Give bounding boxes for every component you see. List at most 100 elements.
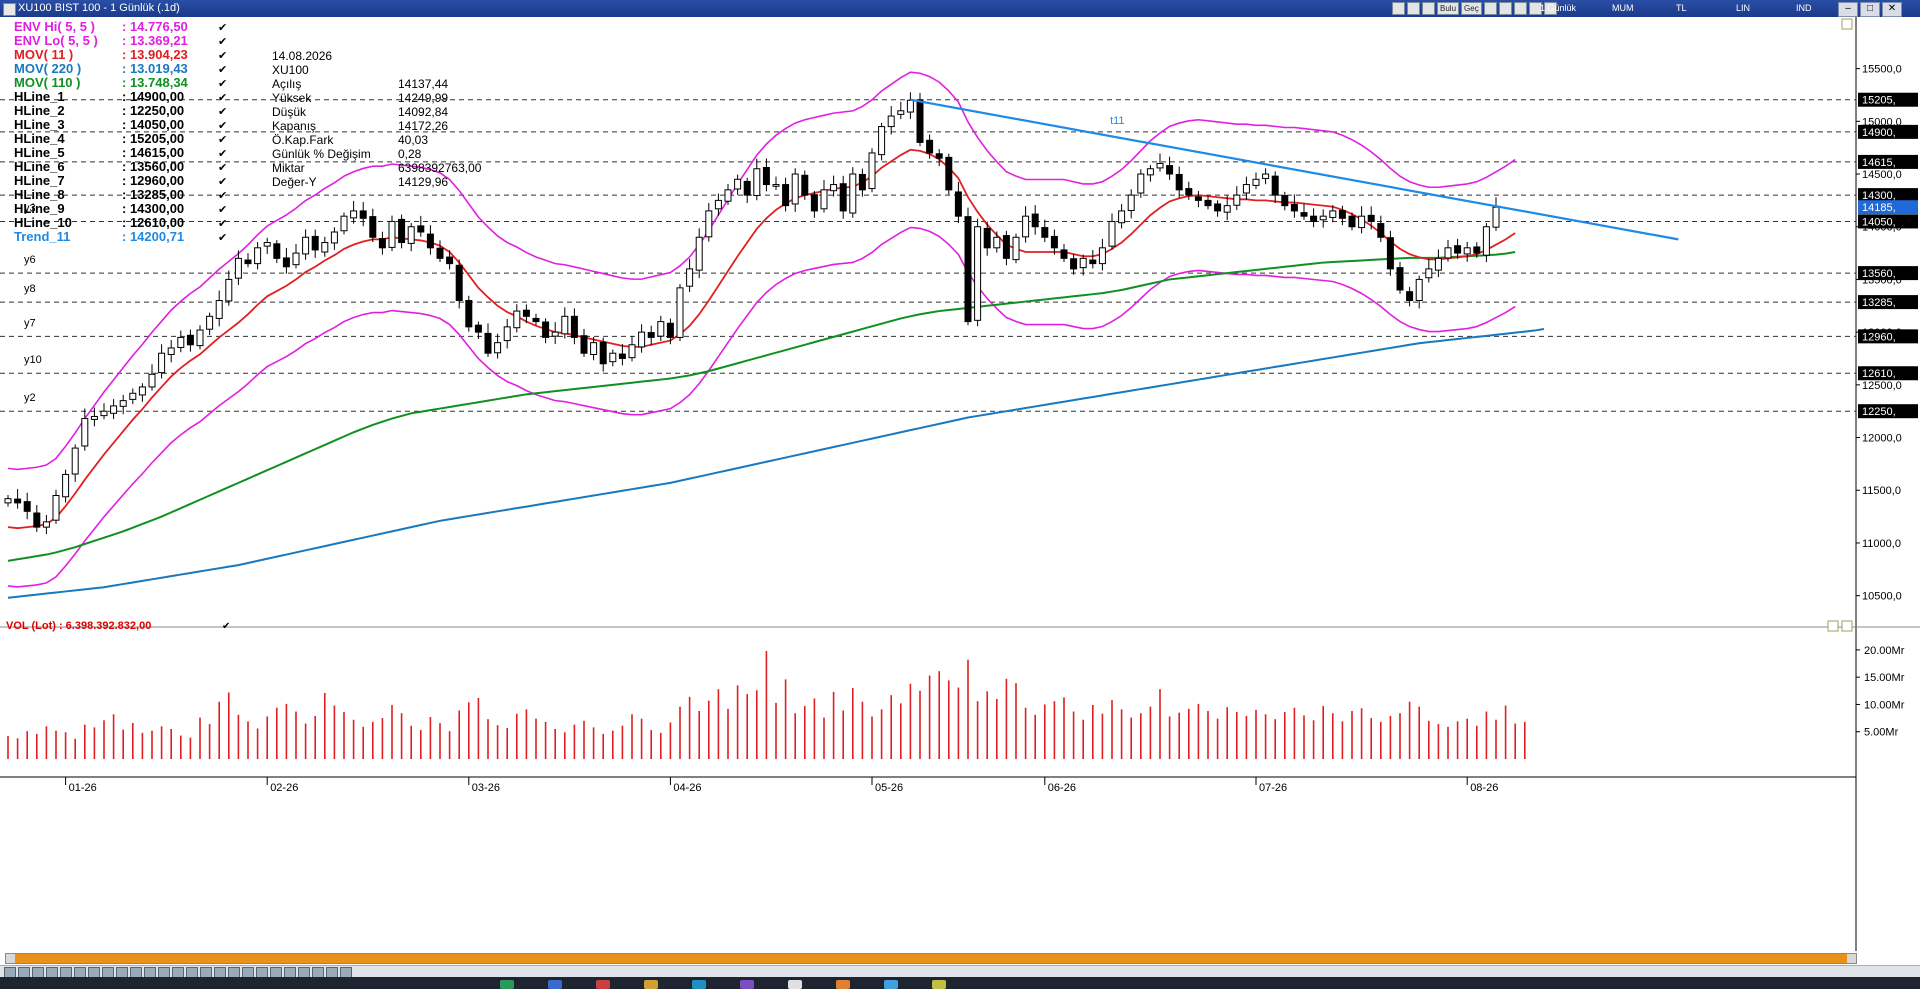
toolbar-icon[interactable] xyxy=(1483,2,1497,15)
horizontal-scrollbar[interactable] xyxy=(5,953,1857,964)
candle-body xyxy=(1233,194,1241,206)
legend-check-icon: ✔ xyxy=(218,190,227,202)
candle-body xyxy=(1098,247,1106,265)
candle-body xyxy=(1473,246,1481,254)
candle-body xyxy=(167,347,175,355)
legend-name: HLine_9 xyxy=(14,201,65,216)
taskbar-app-icon[interactable] xyxy=(692,980,706,989)
candle-body xyxy=(407,226,415,244)
mode-indicator[interactable]: IND xyxy=(1796,3,1812,13)
candle-body xyxy=(1012,236,1020,261)
taskbar-app-icon[interactable] xyxy=(740,980,754,989)
x-tick-label: 07-26 xyxy=(1259,782,1287,794)
mode-currency[interactable]: TL xyxy=(1676,3,1687,13)
candle-body xyxy=(23,501,31,512)
taskbar-app-icon[interactable] xyxy=(500,980,514,989)
info-value: 14172,26 xyxy=(398,119,448,133)
minimize-button[interactable]: – xyxy=(1838,2,1858,17)
taskbar-app-icon[interactable] xyxy=(836,980,850,989)
candle-body xyxy=(225,278,233,302)
legend-value: : 15205,00 xyxy=(122,131,184,146)
candle-body xyxy=(1050,235,1058,249)
candle-body xyxy=(398,218,406,244)
taskbar-app-icon[interactable] xyxy=(548,980,562,989)
legend-value: : 14900,00 xyxy=(122,89,184,104)
hline-short-label: y2 xyxy=(24,392,36,404)
mode-candle[interactable]: MUM xyxy=(1612,3,1634,13)
toolbar-icon[interactable] xyxy=(1392,2,1405,15)
candle-body xyxy=(1406,291,1414,302)
legend-check-icon: ✔ xyxy=(218,204,227,216)
pane-icon xyxy=(1841,620,1853,632)
close-button[interactable]: ✕ xyxy=(1882,2,1902,17)
toolbar-text-button[interactable]: Geç xyxy=(1461,2,1482,15)
candle-body xyxy=(820,189,828,210)
candle-body xyxy=(474,324,482,333)
hline-price-tag xyxy=(1858,404,1918,419)
taskbar-app-icon[interactable] xyxy=(644,980,658,989)
candle-body xyxy=(369,216,377,238)
candle-body xyxy=(494,342,502,354)
x-tick-label: 06-26 xyxy=(1048,782,1076,794)
candle-body xyxy=(1223,205,1231,213)
toolbar-icon[interactable] xyxy=(1407,2,1420,15)
legend-check-icon: ✔ xyxy=(218,64,227,76)
taskbar-app-icon[interactable] xyxy=(788,980,802,989)
candle-body xyxy=(772,184,780,187)
candle-body xyxy=(964,216,972,323)
legend-name: ENV Lo( 5, 5 ) xyxy=(14,33,98,48)
toolbar-icon[interactable] xyxy=(1422,2,1435,15)
candle-body xyxy=(186,334,194,346)
candle-body xyxy=(1271,175,1279,196)
info-date: 14.08.2026 xyxy=(272,49,332,63)
candle-body xyxy=(436,247,444,259)
toolbar-text-button[interactable]: Bulu xyxy=(1437,2,1460,15)
legend-value: : 13.904,23 xyxy=(122,47,188,62)
candle-body xyxy=(570,315,578,338)
candle-body xyxy=(714,199,722,210)
candle-body xyxy=(983,227,991,249)
toolbar-icon[interactable] xyxy=(1513,2,1527,15)
candle-body xyxy=(1070,258,1078,270)
candle-body xyxy=(1377,223,1385,238)
hline-price-label: 13285, xyxy=(1862,297,1896,309)
candle-body xyxy=(878,126,886,156)
legend-name: MOV( 110 ) xyxy=(14,75,80,90)
mode-linear[interactable]: LIN xyxy=(1736,3,1751,13)
scroll-left-button[interactable] xyxy=(6,954,15,963)
candle-body xyxy=(1425,268,1433,279)
candle-body xyxy=(858,173,866,191)
candle-body xyxy=(417,225,425,233)
price-chart[interactable]: 10500,011000,011500,012000,012500,013000… xyxy=(0,17,1920,951)
candle-body xyxy=(465,300,473,328)
candle-body xyxy=(1348,215,1356,228)
toolbar-icon[interactable] xyxy=(1543,2,1557,15)
taskbar-app-icon[interactable] xyxy=(932,980,946,989)
candle-body xyxy=(513,310,521,329)
candle-body xyxy=(33,512,41,528)
info-label: Günlük % Değişim xyxy=(272,147,371,161)
taskbar-app-icon[interactable] xyxy=(596,980,610,989)
scroll-right-button[interactable] xyxy=(1847,954,1856,963)
candle-body xyxy=(551,331,559,337)
maximize-button[interactable]: □ xyxy=(1860,2,1880,17)
legend-value: : 12610,00 xyxy=(122,215,184,230)
candle-body xyxy=(705,210,713,238)
mov-110-line xyxy=(7,251,1516,562)
toolbar-icon[interactable] xyxy=(1528,2,1542,15)
candle-body xyxy=(206,315,214,330)
taskbar-app-icon[interactable] xyxy=(884,980,898,989)
y-tick-label: 12500,0 xyxy=(1862,380,1902,392)
hline-price-label: 12250, xyxy=(1862,406,1896,418)
candle-body xyxy=(1482,226,1490,256)
toolbar-icon[interactable] xyxy=(1498,2,1512,15)
candle-body xyxy=(810,194,818,212)
hline-short-label: y10 xyxy=(24,354,42,366)
legend-check-icon: ✔ xyxy=(218,134,227,146)
hline-price-label: 14050, xyxy=(1862,216,1896,228)
candle-body xyxy=(1252,178,1260,186)
legend-value: : 14615,00 xyxy=(122,145,184,160)
period-selector[interactable]: 1 Günlük xyxy=(1540,3,1577,13)
candle-body xyxy=(455,264,463,302)
candle-body xyxy=(138,386,146,396)
